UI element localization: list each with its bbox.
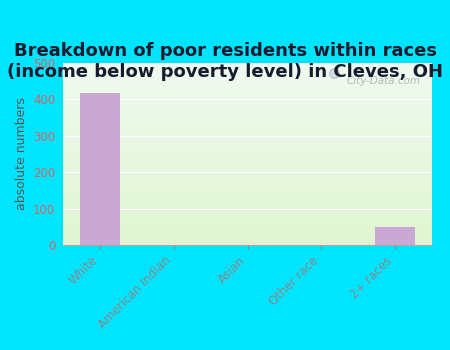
Y-axis label: absolute numbers: absolute numbers <box>14 98 27 210</box>
Text: City-Data.com: City-Data.com <box>347 76 421 86</box>
Bar <box>80 93 120 245</box>
Text: Breakdown of poor residents within races
(income below poverty level) in Cleves,: Breakdown of poor residents within races… <box>7 42 443 81</box>
Bar <box>375 227 415 245</box>
